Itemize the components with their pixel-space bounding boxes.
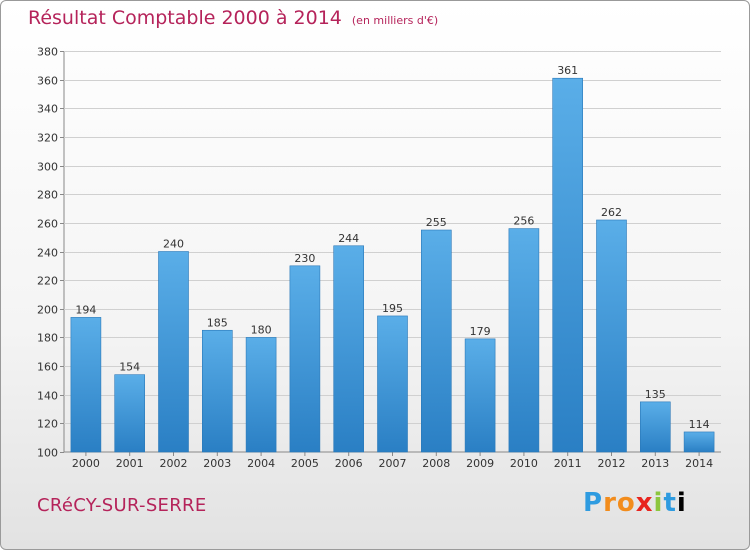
bar: [289, 265, 321, 453]
y-tick-label: 200: [37, 304, 58, 317]
x-tick-label: 2011: [554, 457, 582, 470]
y-tick-label: 340: [37, 103, 58, 116]
bar: [245, 337, 277, 453]
logo-letter: P: [583, 488, 604, 518]
data-label: 361: [557, 64, 578, 77]
data-label: 240: [163, 238, 184, 251]
x-tick-label: 2004: [247, 457, 275, 470]
bar: [202, 329, 233, 453]
y-tick-label: 260: [37, 218, 58, 231]
data-label: 185: [207, 316, 228, 329]
x-tick-label: 2009: [466, 457, 494, 470]
bar: [420, 229, 452, 453]
logo-letter: t: [663, 488, 677, 518]
data-label: 180: [251, 323, 272, 336]
data-label: 195: [382, 302, 403, 315]
y-tick-label: 300: [37, 161, 58, 174]
bar: [683, 431, 715, 453]
x-tick-label: 2013: [641, 457, 669, 470]
x-tick-label: 2006: [335, 457, 363, 470]
x-tick-label: 2007: [379, 457, 407, 470]
bar: [158, 251, 189, 453]
data-label: 194: [75, 303, 96, 316]
y-tick-label: 360: [37, 75, 58, 88]
y-tick-label: 140: [37, 390, 58, 403]
data-label: 135: [645, 388, 666, 401]
x-tick-label: 2002: [160, 457, 188, 470]
x-tick-label: 2000: [72, 457, 100, 470]
x-tick-label: 2001: [116, 457, 144, 470]
data-label: 114: [689, 418, 710, 431]
data-label: 179: [470, 325, 491, 338]
chart-title: Résultat Comptable 2000 à 2014 (en millie…: [28, 7, 438, 29]
commune-name: CRéCY-SUR-SERRE: [37, 495, 207, 516]
bar: [114, 374, 145, 453]
y-tick-label: 120: [37, 418, 58, 431]
chart-subtitle: (en milliers d'€): [351, 14, 439, 27]
bar: [596, 219, 627, 453]
bar: [639, 401, 671, 453]
y-tick-label: 220: [37, 275, 58, 288]
logo-letter: x: [635, 488, 654, 518]
data-label: 256: [513, 215, 534, 228]
y-tick-label: 160: [37, 361, 58, 374]
y-tick-label: 100: [37, 447, 58, 460]
bar: [70, 317, 102, 453]
x-tick-label: 2003: [203, 457, 231, 470]
x-tick-label: 2005: [291, 457, 319, 470]
data-label: 244: [338, 232, 359, 245]
bar: [377, 315, 408, 453]
y-tick-label: 280: [37, 189, 58, 202]
data-label: 262: [601, 206, 622, 219]
x-tick-label: 2014: [685, 457, 713, 470]
data-label: 230: [294, 252, 315, 265]
logo-letter: i: [676, 488, 687, 518]
y-tick-label: 240: [37, 247, 58, 260]
bar: [333, 245, 365, 453]
x-tick-label: 2008: [422, 457, 450, 470]
y-tick-label: 320: [37, 132, 58, 145]
data-label: 154: [119, 361, 140, 374]
logo-letter: o: [616, 488, 636, 518]
y-tick-label: 180: [37, 332, 58, 345]
x-tick-label: 2010: [510, 457, 538, 470]
logo-letter: i: [653, 488, 664, 518]
bar: [552, 77, 584, 453]
bar: [508, 228, 540, 453]
data-label: 255: [426, 216, 447, 229]
bar: [464, 338, 496, 453]
chart-title-text: Résultat Comptable 2000 à 2014: [28, 7, 342, 29]
y-tick-label: 380: [37, 46, 58, 59]
logo-letter: r: [603, 488, 617, 518]
x-tick-label: 2012: [598, 457, 626, 470]
proxiti-logo: Proxiti: [583, 488, 687, 518]
